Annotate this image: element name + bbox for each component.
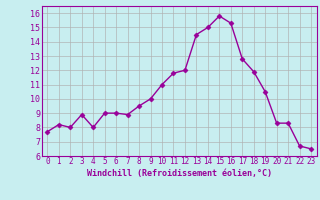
X-axis label: Windchill (Refroidissement éolien,°C): Windchill (Refroidissement éolien,°C): [87, 169, 272, 178]
